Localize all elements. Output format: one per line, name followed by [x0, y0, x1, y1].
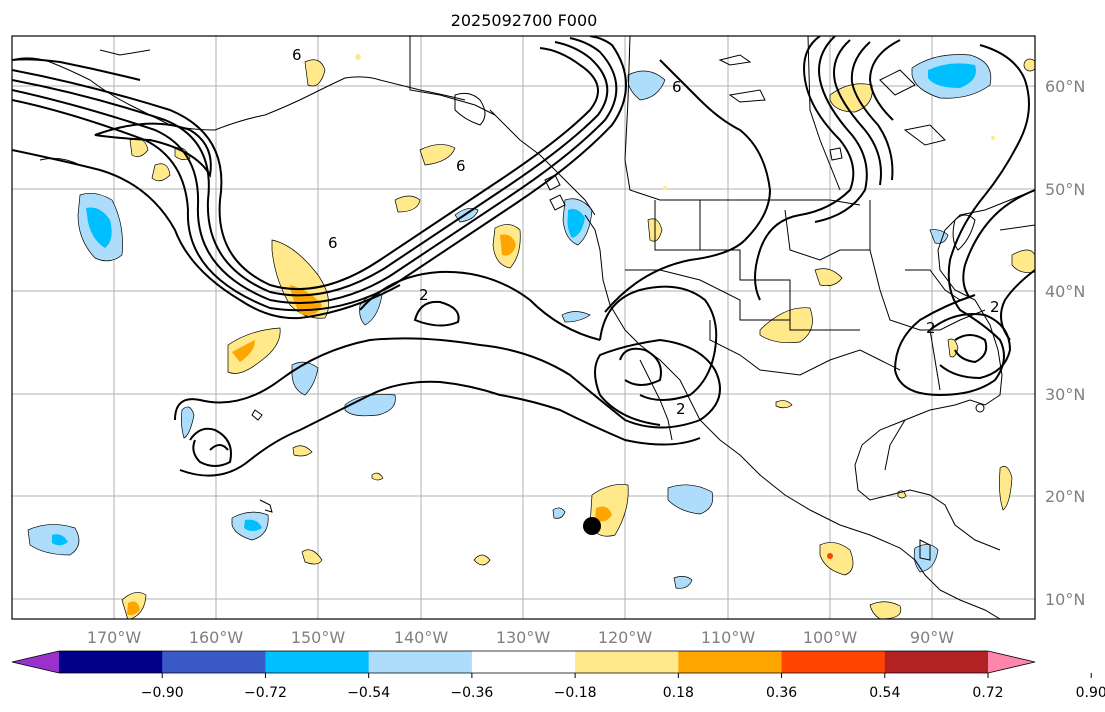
- colorbar-segment: [162, 651, 266, 673]
- colorbar-segment: [471, 651, 576, 673]
- lon-tick-label: 160°W: [189, 628, 244, 647]
- map-area: 6 6 6 6 2 2 2 2: [12, 36, 1035, 619]
- contour-label: 2: [990, 298, 1000, 316]
- contour-lines: [12, 36, 1035, 477]
- map-frame: [11, 35, 1036, 620]
- colorbar: −0.90 −0.72 −0.54 −0.36 −0.18 0.18 0.36 0.54 0.7…: [11, 650, 1105, 701]
- lat-tick-label: 60°N: [1045, 77, 1085, 96]
- colorbar-tick-label: 0.54: [869, 685, 900, 701]
- contour-label: 2: [926, 319, 936, 337]
- latitude-labels: 60°N 50°N 40°N 30°N 20°N 10°N: [1045, 77, 1085, 609]
- lon-tick-label: 150°W: [291, 628, 346, 647]
- lat-tick-label: 30°N: [1045, 385, 1085, 404]
- contour-label: 6: [292, 46, 302, 64]
- lat-tick-label: 20°N: [1045, 487, 1085, 506]
- colorbar-extension-high: [988, 651, 1035, 673]
- colorbar-tick-label: −0.90: [141, 685, 184, 701]
- colorbar-segment: [575, 651, 679, 673]
- lat-tick-label: 40°N: [1045, 282, 1085, 301]
- colorbar-segment: [884, 651, 989, 673]
- lon-tick-label: 110°W: [701, 628, 756, 647]
- colorbar-segment: [368, 651, 473, 673]
- colorbar-tick-label: −0.18: [554, 685, 597, 701]
- contour-label: 2: [419, 286, 429, 304]
- contour-label: 6: [672, 78, 682, 96]
- contour-label: 2: [676, 400, 686, 418]
- colorbar-tick-label: −0.36: [450, 685, 493, 701]
- lon-tick-label: 140°W: [394, 628, 449, 647]
- contour-label: 6: [456, 157, 466, 175]
- colorbar-tick-label: 0.18: [663, 685, 694, 701]
- longitude-labels: 170°W 160°W 150°W 140°W 130°W 120°W 110°…: [87, 628, 954, 647]
- lon-tick-label: 170°W: [87, 628, 142, 647]
- shaded-anomalies: [27, 54, 1035, 619]
- lon-tick-label: 90°W: [910, 628, 954, 647]
- colorbar-segment: [678, 651, 783, 673]
- lon-tick-label: 130°W: [496, 628, 551, 647]
- colorbar-segment: [265, 651, 370, 673]
- colorbar-tick-label: −0.72: [244, 685, 287, 701]
- colorbar-extension-low: [12, 651, 59, 673]
- colorbar-tick-label: −0.54: [347, 685, 390, 701]
- colorbar-outline: [11, 650, 1036, 674]
- colorbar-tick-label: 0.36: [766, 685, 797, 701]
- lat-tick-label: 50°N: [1045, 180, 1085, 199]
- colorbar-segment: [781, 651, 886, 673]
- lon-tick-label: 120°W: [598, 628, 653, 647]
- colorbar-tick-label: 0.90: [1076, 685, 1105, 701]
- contour-labels: 6 6 6 6 2 2 2 2: [292, 46, 1000, 418]
- map-title: 2025092700 F000: [451, 11, 598, 30]
- lon-tick-label: 100°W: [803, 628, 858, 647]
- colorbar-tick-label: 0.72: [972, 685, 1003, 701]
- lat-tick-label: 10°N: [1045, 590, 1085, 609]
- storm-center-marker: [583, 517, 601, 535]
- contour-label: 6: [328, 234, 338, 252]
- colorbar-segment: [59, 651, 163, 673]
